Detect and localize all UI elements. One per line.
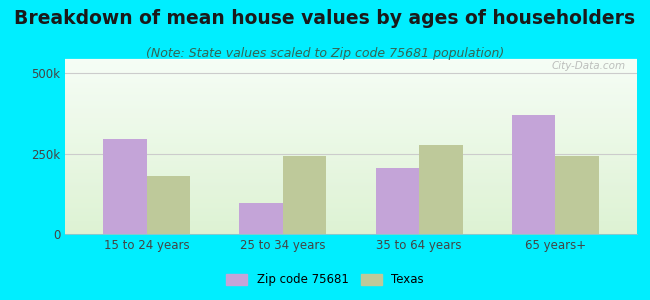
Bar <box>239 203 283 234</box>
Legend: Zip code 75681, Texas: Zip code 75681, Texas <box>222 269 428 291</box>
Text: Breakdown of mean house values by ages of householders: Breakdown of mean house values by ages o… <box>14 9 636 28</box>
Bar <box>512 115 555 234</box>
Bar <box>419 145 463 234</box>
Text: City-Data.com: City-Data.com <box>551 61 625 70</box>
Bar <box>147 176 190 234</box>
Bar <box>283 156 326 234</box>
Bar <box>103 139 147 234</box>
Bar <box>376 168 419 234</box>
Bar <box>555 156 599 234</box>
Text: (Note: State values scaled to Zip code 75681 population): (Note: State values scaled to Zip code 7… <box>146 46 504 59</box>
